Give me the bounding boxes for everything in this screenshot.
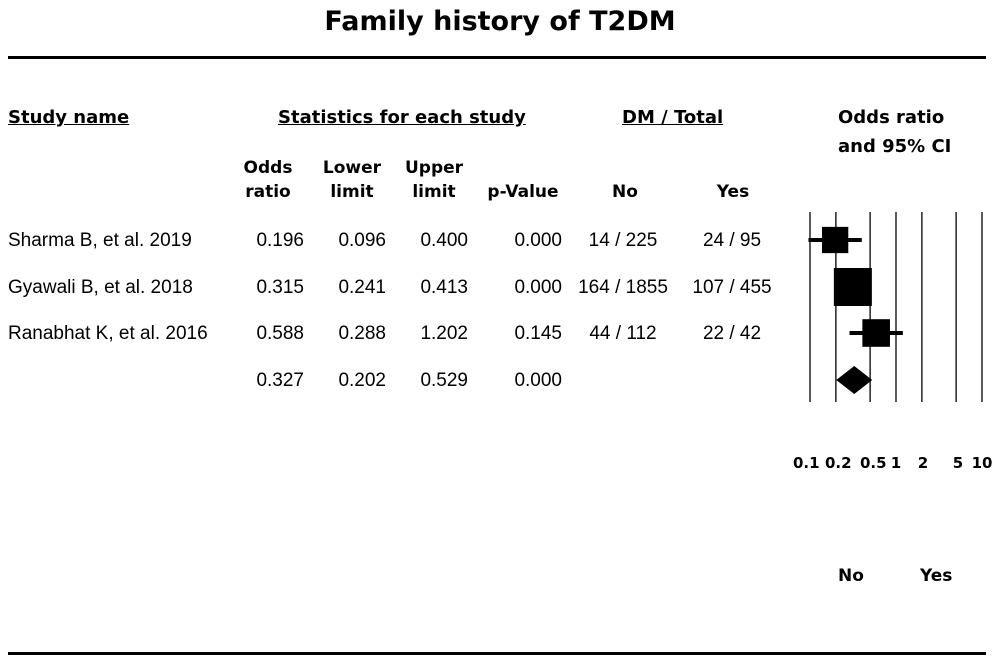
row-3-no: 44 / 112: [589, 323, 657, 344]
header-statistics: Statistics for each study: [278, 107, 526, 128]
row-1-or: 0.196: [256, 230, 304, 251]
row-3-yes: 22 / 42: [702, 323, 762, 344]
row-1-p: 0.000: [514, 230, 562, 251]
col-no: No: [612, 182, 638, 202]
page-title: Family history of T2DM: [324, 6, 676, 37]
header-ci: and 95% CI: [838, 136, 952, 157]
tick-label-0.5: 0.5: [860, 454, 887, 472]
row-2-p: 0.000: [514, 277, 562, 298]
point-marker-2: [833, 268, 872, 306]
row-1-lower: 0.096: [338, 230, 386, 251]
header-study-name: Study name: [8, 107, 130, 128]
col-upper-limit: Upper limit: [404, 158, 464, 202]
tick-label-0.1: 0.1: [793, 454, 820, 472]
row-3-lower: 0.288: [338, 323, 386, 344]
row-3-p: 0.145: [514, 323, 562, 344]
top-divider: [8, 56, 986, 59]
row-1-yes: 24 / 95: [702, 230, 762, 251]
col-lower-limit: Lower limit: [322, 158, 382, 202]
bottom-divider: [8, 652, 986, 655]
row-2-lower: 0.241: [338, 277, 386, 298]
tick-label-2: 2: [917, 454, 929, 472]
col-yes: Yes: [716, 182, 750, 202]
row-2-or: 0.315: [256, 277, 304, 298]
col-odds-ratio: Odds ratio: [243, 158, 293, 202]
row-2-yes: 107 / 455: [692, 277, 772, 298]
row-2-upper: 0.413: [420, 277, 468, 298]
row-3-study: Ranabhat K, et al. 2016: [8, 323, 208, 344]
row-3-upper: 1.202: [420, 323, 468, 344]
row-1-upper: 0.400: [420, 230, 468, 251]
row-2-study: Gyawali B, et al. 2018: [8, 277, 193, 298]
row-1-no: 14 / 225: [588, 230, 658, 251]
tick-label-5: 5: [952, 454, 964, 472]
summary-lower: 0.202: [338, 370, 386, 391]
summary-p: 0.000: [514, 370, 562, 391]
header-odds-ratio: Odds ratio: [838, 107, 945, 128]
summary-upper: 0.529: [420, 370, 468, 391]
row-1-study: Sharma B, et al. 2019: [8, 230, 192, 251]
header-dm-total: DM / Total: [622, 107, 724, 128]
point-marker-1: [821, 226, 849, 254]
favours-no-label: No: [838, 566, 864, 586]
tick-label-0.2: 0.2: [825, 454, 852, 472]
row-2-no: 164 / 1855: [578, 277, 668, 298]
point-marker-3: [862, 319, 890, 347]
tick-label-1: 1: [890, 454, 902, 472]
summary-or: 0.327: [256, 370, 304, 391]
favours-yes-label: Yes: [920, 566, 953, 586]
row-3-or: 0.588: [256, 323, 304, 344]
col-p-value: p-Value: [487, 182, 559, 202]
tick-label-10: 10: [971, 454, 993, 472]
summary-diamond: [836, 366, 873, 394]
